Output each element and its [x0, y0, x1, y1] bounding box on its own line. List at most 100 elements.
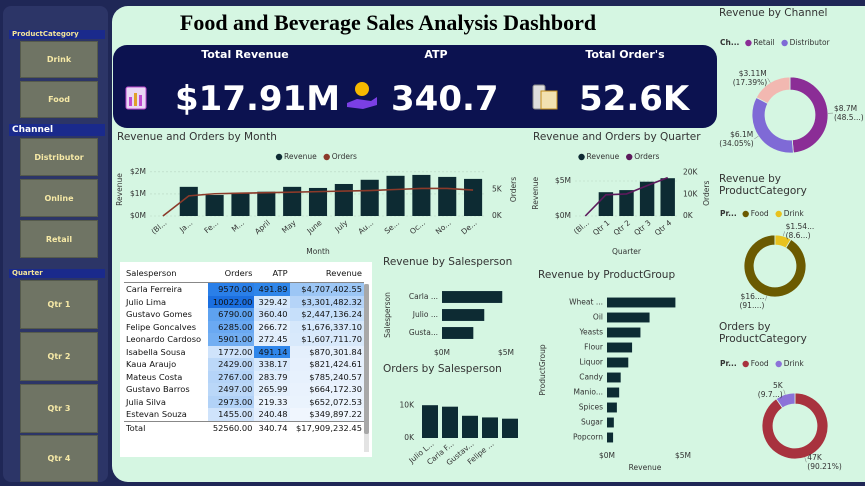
legend-marker	[742, 360, 749, 368]
bar	[607, 342, 633, 353]
table-cell: 6790.00	[208, 308, 255, 321]
table-cell: 360.40	[254, 308, 290, 321]
chart-box: Wheat ... Oil Yeasts Flour Liquor Candy Manio.…	[535, 268, 715, 480]
legend-marker	[775, 210, 782, 218]
x-tick-label: Ja...	[177, 218, 194, 235]
kpi-value: 340.7	[391, 79, 499, 119]
bar	[660, 178, 675, 216]
bar	[412, 174, 431, 216]
table-row: Mateus Costa 2767.00 283.79 $785,240.57	[124, 370, 364, 383]
legend-marker	[275, 153, 283, 161]
table-cell: 2497.00	[208, 383, 255, 396]
sidebar: ProductCategory Drink Food Channel Distr…	[3, 6, 108, 482]
kpi-label: ATP	[424, 48, 448, 61]
slicer-button[interactable]: Drink	[20, 41, 98, 78]
table-cell: 283.79	[254, 370, 290, 383]
slicer-button[interactable]: Online	[20, 179, 98, 217]
chart: Pr... Food Drink	[720, 359, 829, 463]
slicer-button[interactable]: Qtr 4	[20, 435, 98, 482]
bar	[607, 387, 620, 398]
table-cell: $1,607,711.70	[289, 333, 364, 346]
table-row: Julia Silva 2973.00 219.33 $652,072.53	[124, 395, 364, 408]
total-cell: 340.74	[254, 420, 290, 434]
chart-title: Revenue by Channel	[719, 7, 828, 19]
table-header: Salesperson Orders ATP Revenue	[124, 264, 364, 283]
x-tick-label: Qtr 3	[632, 218, 653, 237]
x-axis-label: Quarter	[612, 247, 642, 256]
x-tick-label: Qtr 2	[612, 218, 633, 237]
data-label: $16.... (91....)	[739, 291, 765, 310]
bar	[607, 417, 614, 428]
slicer-title: ProductCategory	[9, 30, 105, 39]
scrollbar[interactable]	[364, 284, 369, 452]
table-row: Gustavo Barros 2497.00 265.99 $664,172.30	[124, 383, 364, 396]
slicer-button[interactable]: Distributor	[20, 138, 98, 176]
bar	[639, 181, 655, 216]
x-tick-label: (Bl...	[572, 218, 591, 236]
y-axis-label: ProductGroup	[538, 344, 547, 396]
x-tick-label: June	[305, 218, 324, 236]
table-cell: $821,424.61	[289, 358, 364, 371]
x-tick-label: Au...	[356, 218, 375, 236]
x-tick-label: Se...	[383, 218, 401, 236]
table-cell: $2,447,136.24	[289, 308, 364, 321]
x-tick-label: July	[333, 218, 350, 235]
bar	[179, 186, 198, 216]
line-series	[162, 187, 474, 217]
kpi-label: Total Revenue	[201, 48, 289, 61]
legend-marker	[323, 153, 330, 161]
category-label: Spices	[579, 403, 603, 412]
bar	[231, 192, 250, 216]
bar	[334, 183, 353, 216]
chart-box: Revenue Orders $0M $5M 0K 10K 20K (Bl... Qtr 1 Qt…	[530, 130, 715, 260]
column-header: Salesperson	[124, 264, 209, 283]
table-cell: 2973.00	[208, 395, 255, 408]
table-cell: $3,301,482.32	[289, 295, 364, 308]
y-tick-label: $1M	[130, 189, 146, 198]
category-label: Flour	[584, 343, 604, 352]
table-cell: 1772.00	[208, 345, 255, 358]
kpi-band: Total Revenue ATP Total Order's $17.91M …	[113, 45, 717, 128]
donut-slice	[743, 234, 807, 298]
table-cell: Felipe Goncalves	[126, 321, 197, 332]
slicer-button[interactable]: Retail	[20, 220, 98, 258]
bar	[607, 312, 650, 323]
salesperson-table: Salesperson Orders ATP Revenue Carla Ferrei…	[120, 262, 372, 457]
chart-box: Revenue Orders $0M $1M $2M 0K 5K (Bl... Ja... Fe.…	[114, 130, 526, 260]
slicer-button[interactable]: Qtr 1	[20, 280, 98, 329]
table-cell: 6285.00	[208, 320, 255, 333]
donut-slice	[755, 76, 791, 105]
x-axis-label: Month	[306, 247, 330, 256]
legend-label: Drink	[784, 209, 805, 218]
scroll-thumb[interactable]	[364, 284, 369, 434]
y-tick-label: 0K	[404, 433, 415, 442]
category-label: Oil	[593, 313, 603, 322]
table-cell: 272.45	[254, 333, 290, 346]
x-tick-label: $0M	[434, 348, 450, 357]
chart-title: Revenue by ProductCategory	[719, 173, 807, 197]
data-label: $6.1M (34.05%)	[719, 129, 754, 148]
x-tick-label: $5M	[498, 348, 514, 357]
x-tick-label: Qtr 4	[653, 218, 674, 237]
table-cell: $349,897.22	[289, 408, 364, 421]
slicer-button[interactable]: Qtr 3	[20, 384, 98, 433]
label-leader	[754, 135, 759, 140]
bar	[462, 415, 478, 438]
bar	[205, 195, 224, 216]
x-axis-label: Revenue	[629, 463, 662, 472]
category-label: Manio...	[573, 388, 603, 397]
legend-label: Distributor	[790, 38, 831, 47]
legend-marker	[742, 210, 749, 218]
table-cell: 338.17	[254, 358, 290, 371]
chart: Carla ... Julio ... Gusta... $0M $5M Salesper…	[383, 291, 514, 357]
chart: Pr... Food Drink	[720, 209, 807, 301]
slicer-button[interactable]: Food	[20, 81, 98, 118]
slicer-button[interactable]: Qtr 2	[20, 332, 98, 381]
bar	[422, 405, 438, 438]
table-row: Gustavo Gomes 6790.00 360.40 $2,447,136.24	[124, 308, 364, 321]
label-leader	[783, 231, 785, 237]
bar	[442, 406, 458, 438]
data-label: $8.7M (48.5...)	[833, 104, 864, 123]
x-tick-label: M...	[230, 218, 246, 234]
